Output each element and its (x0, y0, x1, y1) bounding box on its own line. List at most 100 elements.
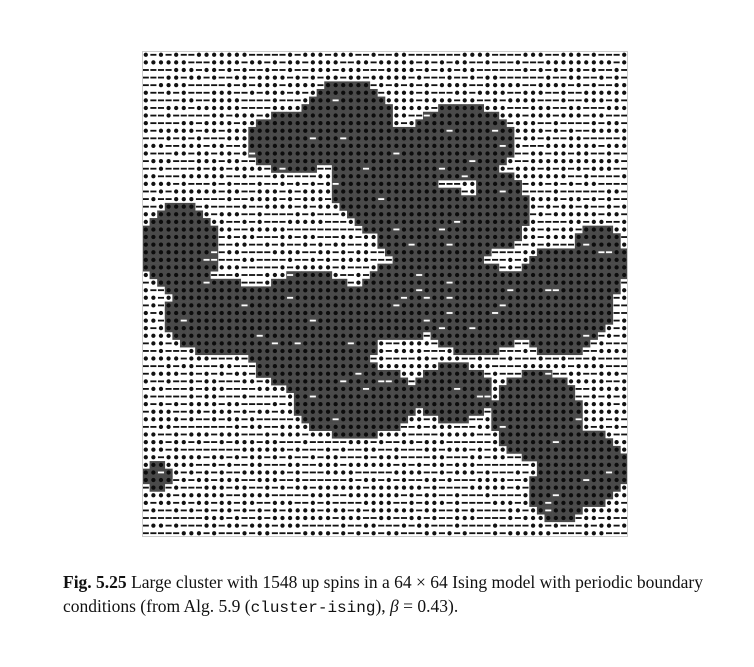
up-spin (356, 356, 361, 361)
up-spin (455, 174, 460, 179)
up-spin (485, 318, 490, 323)
up-spin (379, 310, 384, 316)
up-spin (606, 234, 612, 240)
up-spin (174, 371, 179, 376)
up-spin (561, 326, 566, 331)
up-spin (310, 417, 315, 422)
down-spin (522, 182, 529, 185)
down-spin (590, 107, 597, 109)
down-spin (287, 228, 294, 231)
up-spin (455, 394, 460, 399)
up-spin (280, 174, 285, 179)
up-spin (310, 401, 315, 407)
down-spin (621, 425, 628, 428)
up-spin (318, 295, 323, 300)
up-spin (530, 98, 536, 103)
up-spin (455, 348, 460, 354)
up-spin (447, 432, 452, 437)
up-spin (249, 310, 255, 316)
up-spin (386, 303, 391, 308)
up-spin (310, 113, 315, 118)
up-spin (561, 90, 566, 95)
down-spin (355, 243, 362, 246)
up-spin (485, 348, 490, 354)
up-spin (310, 386, 315, 392)
down-spin (195, 129, 202, 132)
up-spin (280, 364, 285, 369)
up-spin (371, 318, 376, 323)
up-spin (166, 227, 171, 232)
up-spin (546, 326, 551, 331)
down-spin (218, 418, 225, 421)
up-spin (409, 166, 414, 171)
up-spin (470, 432, 475, 437)
up-spin (341, 386, 346, 392)
down-spin (157, 380, 165, 383)
up-spin (189, 417, 194, 422)
up-spin (379, 348, 384, 354)
up-spin (470, 371, 475, 376)
up-spin (447, 394, 452, 399)
up-spin (272, 326, 278, 331)
up-spin (462, 417, 467, 422)
up-spin (204, 432, 209, 437)
up-spin (622, 250, 627, 255)
up-spin (553, 272, 558, 278)
down-spin (552, 99, 559, 102)
down-spin (218, 160, 225, 163)
up-spin (333, 196, 338, 202)
up-spin (189, 67, 194, 73)
up-spin (318, 348, 323, 354)
up-spin (455, 212, 460, 217)
up-spin (287, 394, 293, 399)
up-spin (394, 136, 399, 141)
down-spin (469, 425, 476, 428)
up-spin (546, 204, 551, 209)
up-spin (379, 432, 384, 437)
up-spin (417, 424, 422, 430)
up-spin (371, 310, 376, 316)
up-spin (401, 98, 407, 103)
up-spin (303, 83, 308, 88)
up-spin (348, 90, 353, 95)
up-spin (333, 364, 338, 369)
down-spin (590, 190, 597, 193)
down-spin (605, 251, 613, 254)
up-spin (584, 212, 589, 217)
down-spin (613, 137, 620, 140)
up-spin (227, 212, 232, 217)
up-spin (614, 242, 619, 247)
up-spin (363, 341, 369, 346)
up-spin (265, 386, 270, 392)
down-spin (249, 281, 256, 284)
up-spin (371, 333, 376, 338)
up-spin (325, 333, 331, 338)
down-spin (249, 76, 256, 79)
up-spin (576, 242, 581, 247)
up-spin (439, 394, 445, 399)
up-spin (325, 295, 331, 300)
up-spin (584, 379, 589, 384)
up-spin (508, 128, 513, 133)
down-spin (454, 76, 461, 79)
up-spin (287, 143, 293, 149)
down-spin (211, 365, 218, 368)
down-spin (507, 289, 514, 292)
down-spin (256, 53, 263, 56)
up-spin (584, 341, 589, 346)
up-spin (417, 105, 422, 111)
down-spin (180, 167, 187, 170)
up-spin (348, 98, 353, 103)
up-spin (356, 67, 361, 73)
up-spin (234, 356, 240, 361)
up-spin (455, 60, 460, 65)
up-spin (363, 356, 369, 361)
up-spin (379, 401, 384, 407)
down-spin (279, 167, 286, 170)
up-spin (333, 401, 338, 407)
up-spin (622, 348, 627, 354)
up-spin (143, 52, 148, 57)
up-spin (249, 341, 255, 346)
up-spin (295, 409, 300, 414)
down-spin (233, 365, 240, 368)
